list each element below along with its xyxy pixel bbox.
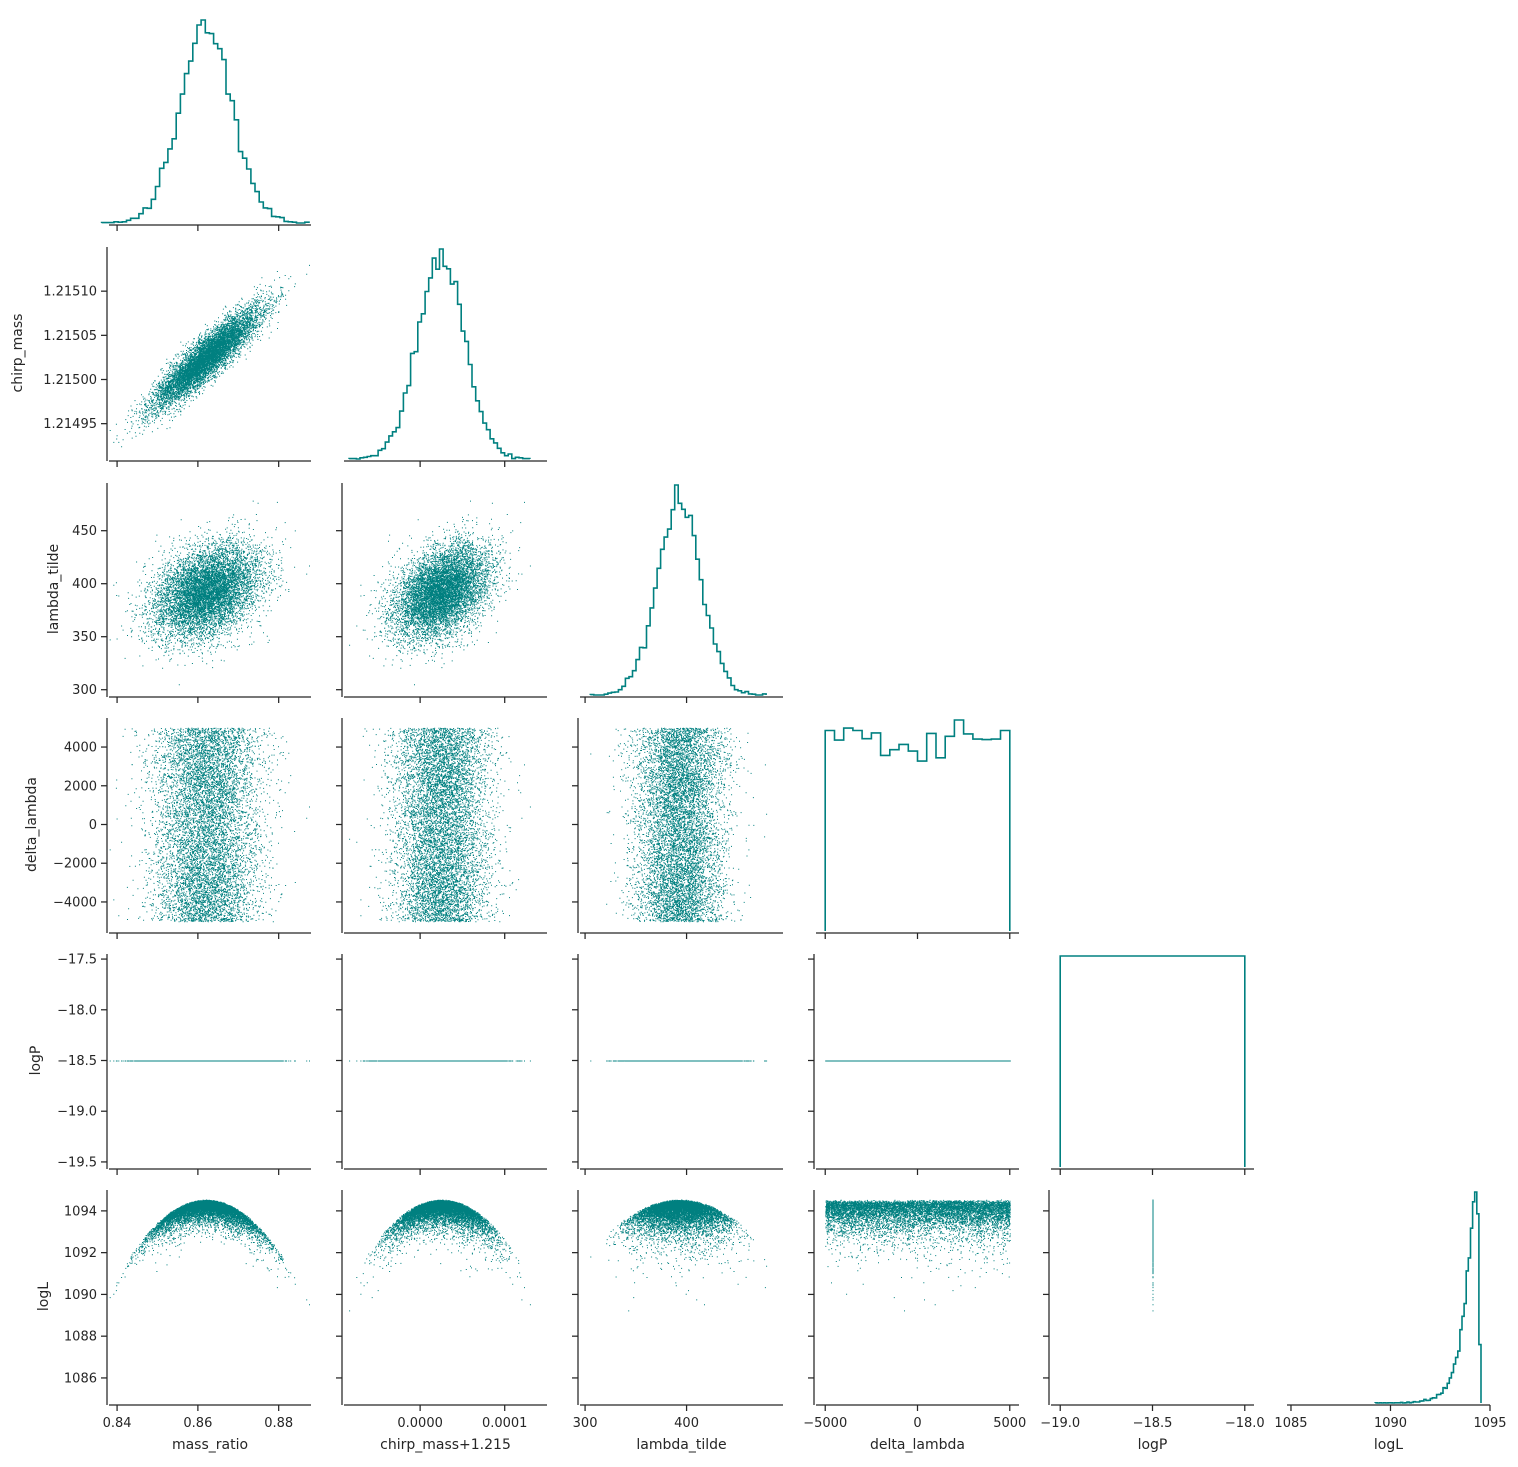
panel-logL-vs-logP: −19.0 −18.5 −18.0: [1040, 1190, 1265, 1431]
y-tick-label: 1092: [64, 1246, 97, 1261]
panel-delta_lambda-vs-delta_lambda: [816, 719, 1019, 939]
y-axis-label-logP: logP: [28, 1046, 44, 1076]
x-axis-label-chirp_mass: chirp_mass+1.215: [380, 1437, 511, 1453]
y-tick-label: −18.0: [57, 1003, 97, 1018]
panel-delta_lambda-vs-mass_ratio: −4000 −2000 0 2000 4000: [53, 718, 311, 939]
x-axis-label-logL: logL: [1374, 1437, 1403, 1453]
scatter-points-logP-vs-chirp_mass: [349, 1060, 531, 1062]
histogram-chirp_mass: [348, 248, 531, 460]
histogram-delta_lambda: [824, 719, 1011, 931]
y-tick-label: −17.5: [57, 953, 97, 968]
panel-logP-vs-logP: [1051, 955, 1254, 1175]
x-tick-label: 0: [913, 1416, 921, 1431]
y-axis-label-chirp_mass: chirp_mass: [10, 314, 26, 393]
scatter-points-logP-vs-lambda_tilde: [590, 1060, 768, 1062]
panel-lambda_tilde-vs-lambda_tilde: [580, 484, 783, 703]
x-tick-label: −18.0: [1225, 1416, 1265, 1431]
x-tick-label: −5000: [803, 1416, 847, 1431]
scatter-points-lambda_tilde-vs-chirp_mass: [349, 500, 531, 686]
panel-logL-vs-logL: 1085 1090 1095: [1274, 1191, 1507, 1431]
scatter-points-delta_lambda-vs-chirp_mass: [349, 727, 531, 923]
x-tick-label: 1095: [1473, 1416, 1506, 1431]
scatter-points-delta_lambda-vs-mass_ratio: [109, 727, 310, 923]
x-axis-label-logP: logP: [1138, 1437, 1168, 1453]
y-axis-label-delta_lambda: delta_lambda: [24, 777, 40, 872]
y-tick-label: 300: [72, 683, 97, 698]
y-tick-label: 4000: [64, 741, 97, 756]
histogram-logL: [1374, 1191, 1482, 1404]
x-tick-label: 1085: [1274, 1416, 1307, 1431]
y-tick-label: 1.21510: [43, 285, 97, 300]
scatter-points-logP-vs-mass_ratio: [109, 1060, 310, 1062]
panel-lambda_tilde-vs-chirp_mass: [336, 483, 547, 703]
panel-delta_lambda-vs-chirp_mass: [336, 718, 547, 939]
panel-logL-vs-chirp_mass: 0.0000 0.0001: [336, 1190, 547, 1431]
y-tick-label: −19.5: [57, 1155, 97, 1170]
y-tick-label: 1.21500: [43, 373, 97, 388]
x-tick-label: −18.5: [1133, 1416, 1173, 1431]
y-tick-label: −2000: [53, 857, 97, 872]
histogram-logP: [1059, 955, 1246, 1167]
y-tick-label: 350: [72, 630, 97, 645]
histogram-lambda_tilde: [589, 484, 767, 696]
scatter-points-logL-vs-mass_ratio: [109, 1199, 310, 1306]
x-tick-label: 0.0000: [397, 1416, 443, 1431]
y-tick-label: 2000: [64, 779, 97, 794]
x-tick-label: 1090: [1374, 1416, 1407, 1431]
x-tick-label: 0.84: [103, 1416, 132, 1431]
y-tick-label: −4000: [53, 895, 97, 910]
scatter-points-logL-vs-delta_lambda: [825, 1199, 1011, 1312]
scatter-points-logL-vs-logP: [1152, 1199, 1154, 1312]
y-tick-label: 1090: [64, 1288, 97, 1303]
y-tick-label: 1086: [64, 1371, 97, 1386]
panel-logP-vs-lambda_tilde: [572, 954, 783, 1175]
y-tick-label: −19.0: [57, 1105, 97, 1120]
x-tick-label: 300: [573, 1416, 598, 1431]
y-tick-label: 0: [89, 818, 97, 833]
y-tick-label: 1.21495: [43, 417, 97, 432]
scatter-points-delta_lambda-vs-lambda_tilde: [590, 727, 768, 923]
x-tick-label: 0.88: [264, 1416, 293, 1431]
panel-logL-vs-lambda_tilde: 300 400: [572, 1190, 783, 1431]
x-tick-label: 400: [674, 1416, 699, 1431]
y-tick-label: 1094: [64, 1204, 97, 1219]
panel-lambda_tilde-vs-mass_ratio: 300 350 400 450: [72, 483, 311, 703]
x-tick-label: 5000: [993, 1416, 1026, 1431]
y-axis-label-lambda_tilde: lambda_tilde: [46, 544, 62, 634]
panel-logL-vs-delta_lambda: −5000 0 5000: [803, 1190, 1026, 1431]
scatter-points-chirp_mass-vs-mass_ratio: [109, 264, 310, 448]
panel-chirp_mass-vs-mass_ratio: 1.21495 1.21500 1.21505 1.21510: [43, 247, 311, 467]
histogram-mass_ratio: [100, 19, 310, 224]
y-tick-label: 1088: [64, 1330, 97, 1345]
scatter-points-logL-vs-lambda_tilde: [590, 1199, 768, 1312]
panel-logP-vs-delta_lambda: [808, 954, 1019, 1175]
x-tick-label: 0.0001: [482, 1416, 528, 1431]
y-axis-label-logL: logL: [36, 1282, 52, 1311]
panel-logL-vs-mass_ratio: 0.84 0.86 0.88 1086 1088 1090 1092 1094: [64, 1190, 311, 1431]
x-axis-label-delta_lambda: delta_lambda: [870, 1437, 965, 1453]
x-axis-label-mass_ratio: mass_ratio: [172, 1437, 248, 1453]
y-tick-label: 1.21505: [43, 329, 97, 344]
scatter-points-logP-vs-delta_lambda: [825, 1060, 1011, 1062]
scatter-points-logL-vs-chirp_mass: [349, 1199, 531, 1312]
panel-logP-vs-chirp_mass: [336, 954, 547, 1175]
y-tick-label: 400: [72, 577, 97, 592]
scatter-points-lambda_tilde-vs-mass_ratio: [109, 500, 310, 686]
panel-chirp_mass-vs-chirp_mass: [344, 248, 547, 467]
panel-delta_lambda-vs-lambda_tilde: [572, 718, 783, 939]
y-tick-label: −18.5: [57, 1054, 97, 1069]
x-tick-label: 0.86: [183, 1416, 212, 1431]
panel-logP-vs-mass_ratio: −19.5 −19.0 −18.5 −18.0 −17.5: [57, 953, 311, 1175]
y-tick-label: 450: [72, 524, 97, 539]
x-tick-label: −19.0: [1040, 1416, 1080, 1431]
x-axis-label-lambda_tilde: lambda_tilde: [636, 1437, 726, 1453]
panel-mass_ratio-vs-mass_ratio: [100, 19, 311, 231]
